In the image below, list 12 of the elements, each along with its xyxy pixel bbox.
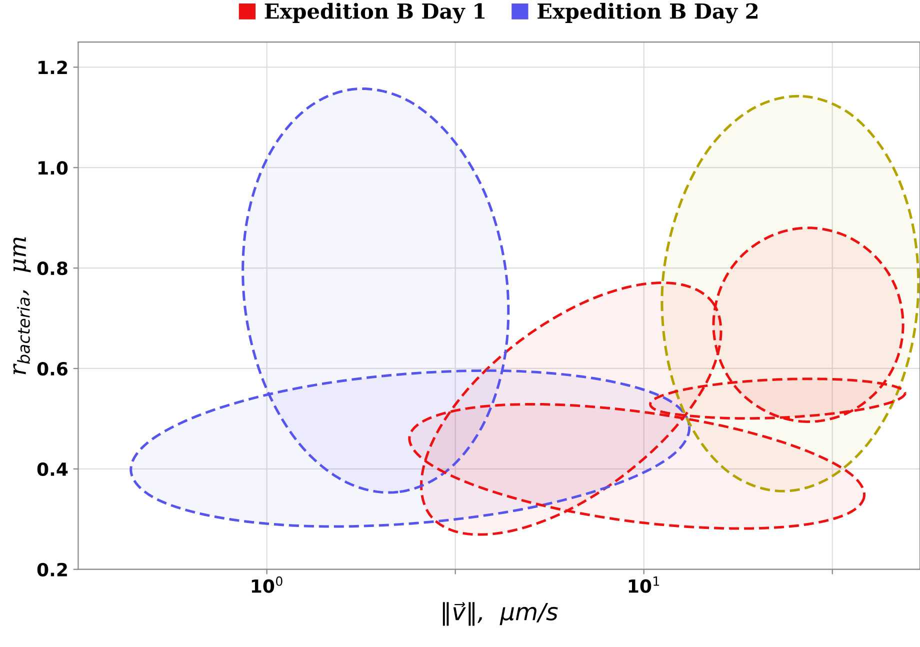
- x-tick-label: 10$^{0}$: [252, 576, 282, 593]
- y-tick-label: 1.2: [38, 60, 67, 74]
- x-axis-title: ‖v⃗‖, μm/s: [442, 602, 558, 626]
- y-tick-label: 1.0: [38, 161, 68, 175]
- y-axis-title: r$_{bacteria}$, μm: [13, 237, 31, 374]
- legend-label: Expedition B Day 2: [538, 2, 758, 24]
- legend-label: Expedition B Day 1: [264, 2, 485, 24]
- x-tick-label: 10$^{1}$: [628, 576, 660, 593]
- y-tick-label: 0.2: [37, 562, 67, 576]
- y-tick-label: 0.8: [37, 262, 68, 276]
- y-tick-label: 0.6: [37, 362, 68, 376]
- y-tick-label: 0.4: [37, 462, 68, 476]
